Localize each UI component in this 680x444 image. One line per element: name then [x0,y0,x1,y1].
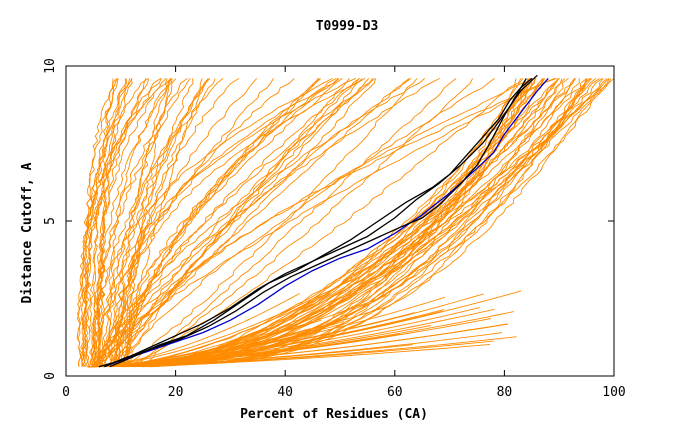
model-curve-low-fan [87,308,495,368]
model-curve-mid-left [88,78,274,367]
model-curve-right-cluster [95,78,559,368]
model-curve-low-fan [87,292,326,368]
x-tick-label: 0 [62,385,70,400]
x-axis-label: Percent of Residues (CA) [240,407,428,422]
model-curve-diagonal [121,78,418,368]
series-line-black-model-c [98,74,538,368]
model-curve-diagonal [98,77,441,367]
model-curve-mid-left [124,78,216,367]
model-curve-diagonal [94,77,535,367]
model-curve-steep-left [88,78,131,367]
model-curve-diagonal [127,78,474,368]
model-curve-diagonal [93,78,410,367]
model-curve-right-cluster [87,78,610,368]
model-curve-mid-left [91,78,188,367]
model-curve-low-fan [87,343,490,368]
model-curve-right-cluster [90,78,560,368]
model-curve-right-cluster [111,78,534,368]
model-curve-right-cluster [143,78,544,368]
model-curve-mid-left [110,77,357,367]
model-curve-mid-left [95,78,340,367]
model-curve-steep-left [83,78,118,367]
model-curve-steep-left [85,78,119,367]
y-axis: 0 5 10 [43,58,614,380]
y-tick-label: 10 [43,58,58,74]
y-axis-label: Distance Cutoff, A [20,162,35,303]
model-curve-right-cluster [98,78,612,368]
model-curve-right-cluster [128,78,587,368]
model-curve-steep-left [96,78,133,367]
highlight-model-curves [98,74,549,368]
x-axis: 0 20 40 60 80 100 [62,66,626,400]
model-curve-mid-left [101,78,211,367]
model-curve-right-cluster [103,78,614,368]
model-curve-diagonal [120,78,375,367]
model-curve-mid-left [97,78,343,367]
model-curve-diagonal [124,78,361,368]
model-curve-diagonal [113,78,363,368]
model-curve-right-cluster [98,78,610,368]
model-curve-right-cluster [125,78,597,368]
model-curve-diagonal [121,78,495,367]
x-tick-label: 100 [602,385,625,400]
model-curve-diagonal [92,77,555,367]
model-curve-mid-left [123,78,319,367]
model-curve-right-cluster [123,78,590,368]
y-tick-label: 5 [43,217,58,225]
model-curve-right-cluster [121,78,604,368]
model-curve-right-cluster [142,78,524,368]
model-curve-diagonal [111,78,350,367]
model-curve-diagonal [104,78,374,367]
model-curve-diagonal [96,78,425,367]
y-tick-label: 0 [43,372,58,380]
series-line-black-model-b [104,78,527,368]
series-line-blue-model [104,77,549,368]
model-curve-right-cluster [149,78,603,368]
x-tick-label: 20 [168,385,184,400]
model-curve-mid-left [115,78,366,367]
model-curve-steep-left [106,78,172,367]
model-curve-steep-left [76,78,162,367]
series-line-black-model-a [109,77,533,368]
model-curve-right-cluster [150,78,532,368]
model-curve-steep-left [81,78,149,367]
model-curve-steep-left [99,78,114,367]
x-tick-label: 40 [277,385,293,400]
x-tick-label: 60 [387,385,403,400]
background-model-curves [76,77,614,368]
model-curve-steep-left [80,78,118,367]
model-curve-steep-left [92,78,128,367]
model-curve-steep-left [77,78,171,367]
model-curve-mid-left [123,78,320,367]
model-curve-right-cluster [103,78,593,368]
model-curve-diagonal [95,78,412,367]
model-curve-low-fan [87,293,484,368]
model-curve-low-fan [87,323,507,368]
model-curve-low-fan [87,293,300,368]
model-curve-right-cluster [151,78,546,368]
model-curve-diagonal [111,77,557,367]
model-curve-diagonal [142,78,457,368]
x-tick-label: 80 [497,385,513,400]
model-curve-low-fan [87,290,522,368]
model-curve-right-cluster [142,78,576,368]
chart-title: T0999-D3 [316,19,379,34]
